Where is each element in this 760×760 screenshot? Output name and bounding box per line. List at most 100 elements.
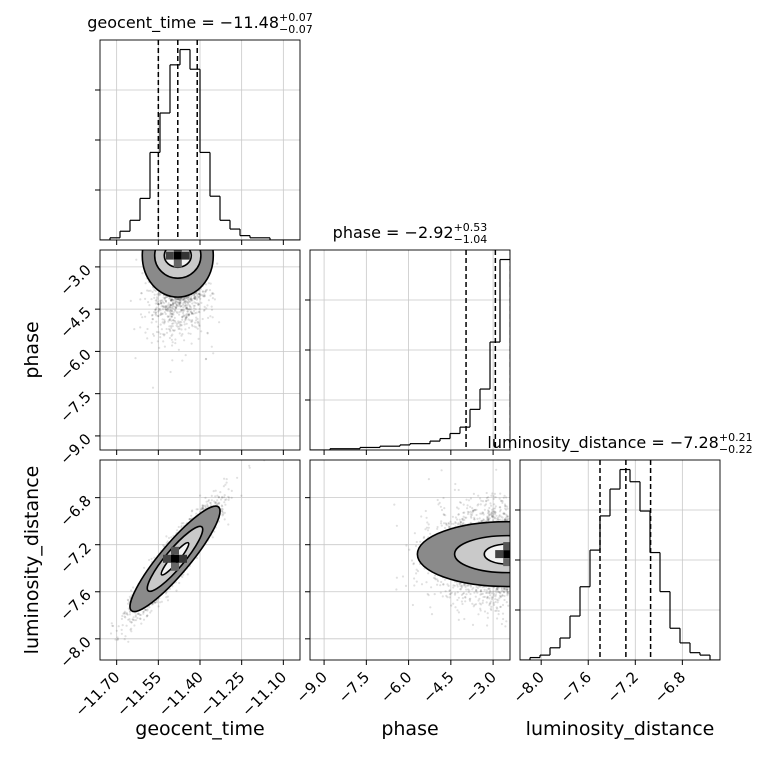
scatter-point	[193, 307, 196, 310]
scatter-point	[171, 329, 174, 332]
scatter-point	[198, 324, 201, 328]
scatter-point	[162, 333, 165, 336]
scatter-point	[210, 494, 213, 497]
scatter-point	[157, 303, 160, 306]
scatter-point	[150, 341, 153, 344]
scatter-point	[163, 298, 166, 301]
scatter-point	[167, 328, 171, 331]
scatter-point	[178, 313, 181, 316]
scatter-point	[155, 314, 158, 317]
scatter-point	[171, 310, 174, 313]
scatter-point	[141, 316, 144, 319]
scatter-point	[164, 592, 168, 595]
scatter-point	[192, 294, 196, 297]
scatter-point	[182, 302, 185, 305]
scatter-point	[162, 544, 165, 547]
scatter-point	[177, 348, 180, 351]
scatter-point	[211, 316, 214, 319]
scatter-point	[130, 621, 133, 624]
scatter-point	[164, 308, 167, 311]
scatter-point	[225, 478, 228, 481]
scatter-point	[180, 309, 183, 312]
scatter-point	[240, 494, 243, 497]
scatter-point	[178, 325, 181, 328]
scatter-point	[171, 303, 174, 306]
scatter-point	[165, 308, 168, 311]
scatter-point	[183, 315, 186, 318]
scatter-point	[171, 333, 174, 336]
scatter-point	[193, 301, 196, 304]
scatter-point	[162, 340, 165, 343]
scatter-point	[218, 501, 221, 504]
scatter-point	[142, 618, 146, 621]
scatter-point	[149, 289, 152, 292]
scatter-point	[142, 612, 145, 615]
scatter-point	[159, 293, 162, 296]
scatter-point	[125, 611, 128, 614]
scatter-point	[181, 333, 184, 336]
scatter-point	[144, 331, 147, 334]
scatter-point	[175, 589, 178, 592]
scatter-point	[154, 307, 157, 311]
scatter-point	[178, 298, 181, 302]
scatter-point	[165, 331, 169, 334]
scatter-point	[189, 297, 192, 300]
scatter-point	[129, 610, 132, 614]
scatter-point	[198, 323, 201, 327]
scatter-point	[194, 295, 197, 298]
scatter-point	[168, 336, 171, 340]
scatter-point	[203, 309, 206, 312]
scatter-point	[205, 357, 208, 360]
scatter-point	[178, 301, 181, 304]
scatter-point	[182, 573, 185, 576]
scatter-point	[116, 638, 119, 642]
scatter-point	[175, 300, 178, 303]
scatter-point	[143, 608, 147, 611]
scatter-point	[170, 338, 173, 341]
scatter-point	[171, 312, 174, 315]
x-tick-label: −7.6	[557, 668, 595, 706]
scatter-point	[227, 495, 230, 498]
scatter-point	[168, 297, 171, 300]
scatter-point	[176, 529, 179, 532]
scatter-point	[170, 326, 173, 330]
scatter-point	[159, 313, 162, 316]
scatter-point	[160, 600, 163, 603]
scatter-point	[178, 301, 181, 304]
scatter-point	[197, 337, 200, 340]
scatter-point	[210, 308, 214, 311]
scatter-point	[203, 294, 206, 297]
scatter-point	[197, 303, 200, 306]
scatter-point	[180, 299, 183, 302]
scatter-point	[148, 606, 151, 609]
scatter-point	[190, 297, 193, 300]
scatter-point	[190, 323, 194, 326]
scatter-point	[164, 305, 167, 308]
scatter-point	[221, 511, 224, 514]
scatter-point	[185, 316, 188, 319]
scatter-point	[180, 309, 183, 312]
scatter-point	[221, 510, 224, 513]
scatter-point	[165, 542, 168, 545]
scatter-point	[158, 293, 161, 296]
scatter-point	[144, 315, 147, 318]
scatter-point	[172, 322, 175, 325]
scatter-point	[128, 613, 132, 616]
scatter-point	[166, 308, 169, 311]
scatter-point	[185, 306, 188, 309]
scatter-point	[221, 495, 224, 498]
scatter-point	[134, 614, 137, 617]
scatter-point	[185, 306, 188, 309]
scatter-point	[185, 300, 188, 303]
scatter-point	[217, 495, 220, 499]
scatter-point	[214, 501, 217, 504]
scatter-point	[207, 316, 210, 319]
scatter-point	[131, 618, 134, 621]
scatter-point	[195, 556, 198, 560]
scatter-point	[209, 501, 212, 504]
scatter-point	[202, 504, 205, 507]
scatter-point	[170, 536, 173, 539]
scatter-point	[162, 296, 165, 299]
scatter-point	[211, 297, 214, 300]
